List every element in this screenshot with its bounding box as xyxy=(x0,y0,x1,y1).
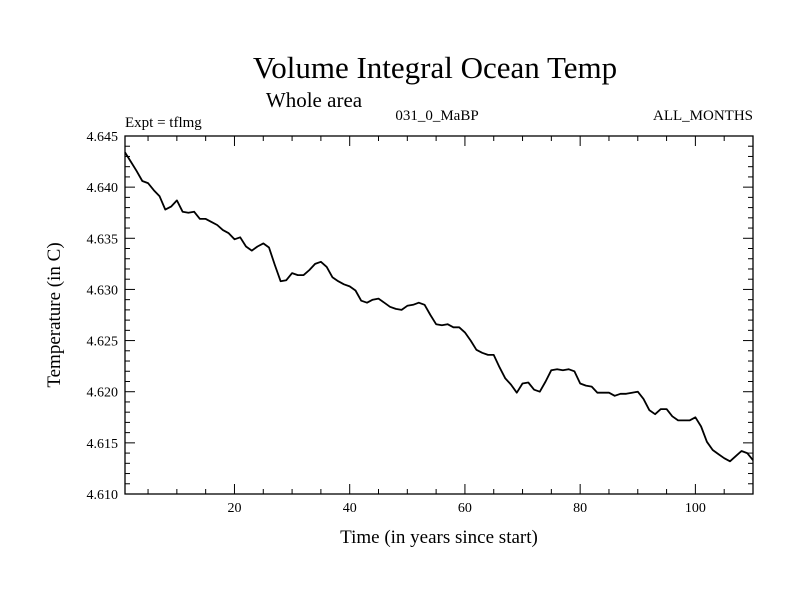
x-tick-label: 20 xyxy=(227,501,241,516)
y-tick-label: 4.615 xyxy=(87,437,119,452)
series-line-tflmg xyxy=(124,151,754,463)
y-tick-label: 4.635 xyxy=(87,232,119,247)
x-tick-label: 40 xyxy=(343,501,357,516)
x-tick-label: 100 xyxy=(685,501,706,516)
x-tick-label: 80 xyxy=(573,501,587,516)
y-tick-label: 4.610 xyxy=(87,488,119,503)
plot-frame xyxy=(124,135,754,495)
y-tick-label: 4.625 xyxy=(87,335,119,350)
experiment-label: Expt = tflmg xyxy=(125,115,202,131)
y-tick-label: 4.645 xyxy=(87,130,119,145)
run-label: 031_0_MaBP xyxy=(395,108,478,124)
chart-subtitle: Whole area xyxy=(266,88,363,112)
y-tick-label: 4.640 xyxy=(87,181,119,196)
y-tick-label: 4.630 xyxy=(87,283,119,298)
x-axis-ticks: 20 40 60 80 100 xyxy=(147,136,754,516)
months-label: ALL_MONTHS xyxy=(653,108,753,124)
y-tick-label: 4.620 xyxy=(87,386,119,401)
chart-title: Volume Integral Ocean Temp xyxy=(253,50,617,85)
y-axis-label: Temperature (in C) xyxy=(44,242,65,387)
series-layer xyxy=(124,151,754,463)
y-axis-ticks: 4.610 4.615 4.620 4.625 4.630 4.635 4.640 4.645 xyxy=(87,130,753,503)
x-tick-label: 60 xyxy=(458,501,472,516)
x-axis-label: Time (in years since start) xyxy=(340,527,538,548)
